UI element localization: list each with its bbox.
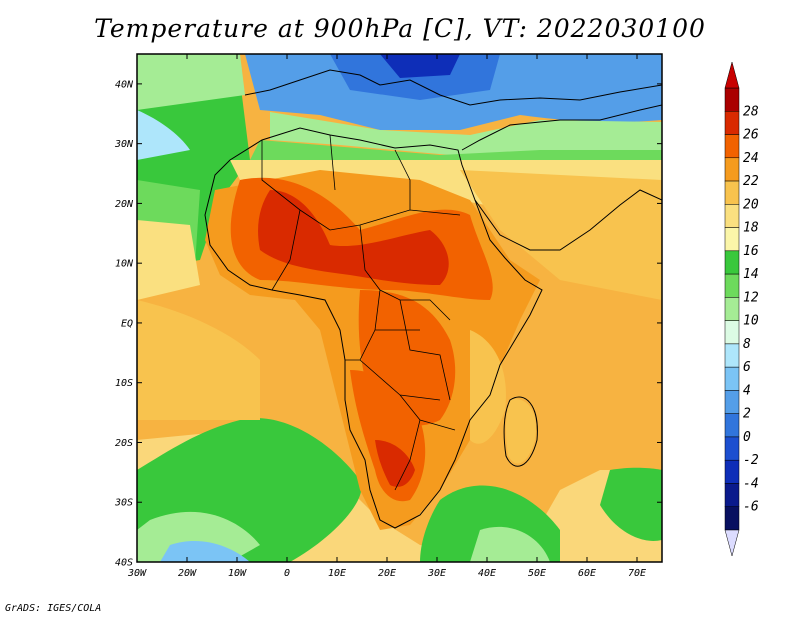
colorbar-label: 18 [743,221,759,236]
colorbar-label: -2 [743,453,759,468]
lat-tick-label: 40N [115,79,134,90]
arabia-coastline [461,104,662,251]
lat-tick-label: 10S [115,378,133,389]
lon-tick-label: 20W [178,568,197,579]
madagascar-coastline [503,396,538,467]
lon-tick-label: 50E [528,568,546,579]
colorbar-segment [724,436,740,461]
colorbar-segment [724,459,740,484]
lat-tick-label: 20S [115,438,133,449]
lon-tick-label: 70E [628,568,646,579]
colorbar-segment [724,111,740,135]
colorbar-label: 14 [743,267,759,282]
southern-africa-hottest [375,440,415,487]
colorbar-segment [724,390,740,414]
colorbar-segment [724,343,740,368]
lon-tick-label: 0 [284,568,290,579]
colorbar-segment [724,87,740,112]
colorbar-label: -4 [743,476,759,491]
north-atlantic-blue [137,110,190,160]
colorbar-label: 20 [743,197,759,212]
colorbar-segment [724,413,740,438]
colorbar-segment [724,227,740,252]
colorbar-label: 26 [743,128,759,143]
colorbar-segment [724,204,740,228]
colorbar-segment [724,134,740,159]
lon-tick-label: 10E [328,568,346,579]
colorbar-label: 24 [743,151,759,166]
colorbar-label: 6 [743,360,751,375]
europe-coldest [380,54,460,78]
lat-tick-label: EQ [121,318,133,329]
colorbar-segment [724,157,740,182]
east-africa-mild [470,330,506,444]
country-borders [261,134,461,491]
east-indian-cool [600,467,662,541]
map-outlines [204,69,662,529]
med-mild [270,112,662,155]
plot-frame [136,53,663,563]
colorbar-bottom-arrow [724,529,740,557]
africa-coastline [204,127,543,529]
temperature-field [137,54,662,562]
lon-tick-label: 30E [427,568,446,579]
lon-tick-label: 10W [228,568,247,579]
colorbar-label: 0 [743,430,751,445]
lon-tick-label: 30W [127,568,147,579]
madagascar-mild [505,399,536,464]
arabia-warm [460,170,662,300]
longitude-axis: 30W 20W 10W 0 10E 20E 30E 40E 50E 60E 70E [127,54,646,579]
colorbar-label: 12 [743,290,759,305]
colorbar-label: 10 [743,314,759,329]
colorbar-segment [724,506,740,531]
latitude-axis: 40N 30N 20N 10N EQ 10S 20S 30S 40S [114,79,662,569]
north-atlantic-coldest [137,54,245,110]
lat-tick-label: 30N [114,139,134,150]
europe-coastline [244,69,662,106]
colorbar-segment [724,320,740,345]
colorbar-segment [724,297,740,321]
colorbar-top-arrow [724,61,740,89]
colorbar-segment [724,483,740,507]
colorbar-segment [724,273,740,298]
lat-tick-label: 10N [115,259,134,270]
atlantic-mild-band [137,300,260,420]
lon-tick-label: 20E [378,568,396,579]
colorbar-segment [724,180,740,205]
colorbar-label: 22 [743,174,759,189]
lat-tick-label: 40S [115,558,133,569]
north-atlantic-warm [137,220,200,300]
colorbar-label: 28 [743,104,759,119]
chart-title: Temperature at 900hPa [C], VT: 202203010… [94,14,706,43]
colorbar-label: 4 [743,383,751,398]
grads-credit: GrADS: IGES/COLA [5,603,102,614]
colorbar-label: -6 [743,500,759,515]
colorbar-segment [724,366,740,391]
south-atlantic-coldest [160,541,250,562]
colorbar-segment [724,250,740,275]
lon-tick-label: 40E [478,568,496,579]
colorbar-label: 16 [743,244,759,259]
south-indian-cooler [470,526,550,562]
colorbar-label: 2 [743,407,751,422]
lat-tick-label: 20N [115,199,134,210]
colorbar-label: 8 [743,337,751,352]
lat-tick-label: 30S [114,498,133,509]
lon-tick-label: 60E [578,568,596,579]
